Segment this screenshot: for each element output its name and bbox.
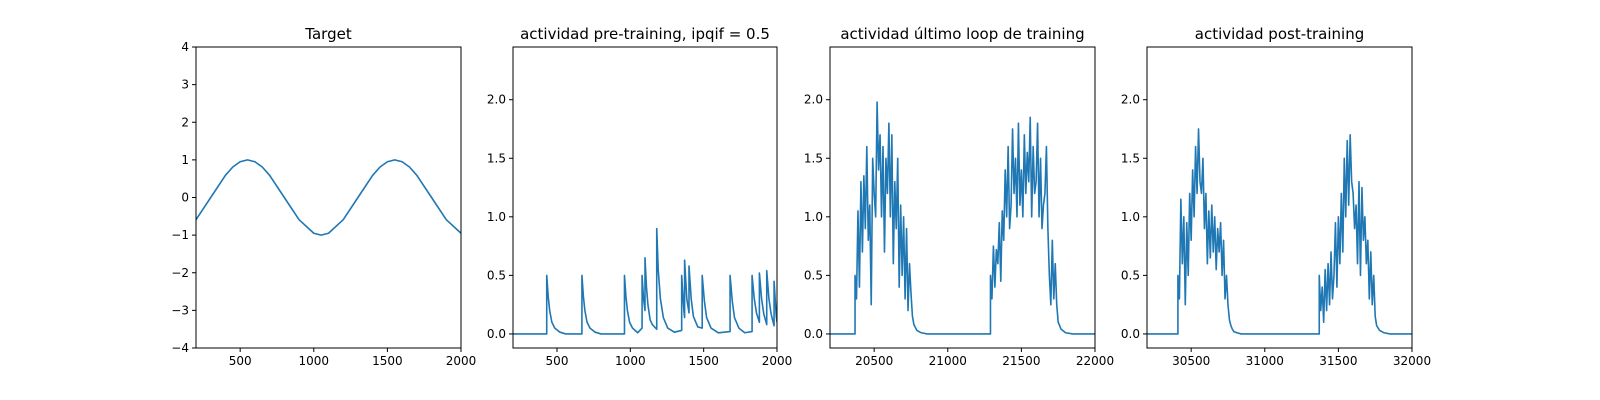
x-tick-label: 30500 [1172,354,1210,368]
y-tick-label: 0.5 [1121,268,1140,282]
axes-frame [512,46,778,349]
x-tick-label: 1000 [615,354,646,368]
y-tick-label: −1 [171,228,189,242]
chart-title: actividad último loop de training [840,25,1084,43]
y-tick-label: 0.0 [1121,327,1140,341]
y-tick-label: 1 [181,153,189,167]
x-tick-label: 22000 [1076,354,1114,368]
x-tick-label: 1500 [372,354,403,368]
y-tick-label: 1.0 [1121,210,1140,224]
y-tick-label: 1.5 [1121,151,1140,165]
axes-frame [829,46,1096,349]
x-tick-label: 31500 [1319,354,1357,368]
y-tick-label: 3 [181,78,189,92]
y-tick-label: 0.5 [487,268,506,282]
subplot-target: Target 500 1000 1500 2000 −4 −3 −2 −1 0 1 2 3 4 [171,25,476,368]
chart-title: actividad pre-training, ipqif = 0.5 [520,25,770,43]
y-tick-label: 0.0 [487,327,506,341]
subplot-post-training: actividad post-training 30500 31000 31500 32… [1121,25,1431,368]
y-tick-label: 1.5 [804,151,823,165]
x-tick-label: 2000 [762,354,793,368]
y-tick-label: 0 [181,191,189,205]
x-tick-label: 21000 [929,354,967,368]
series-line [196,159,461,236]
y-tick-label: 1.0 [804,210,823,224]
y-tick-label: −2 [171,266,189,280]
y-tick-label: −4 [171,341,189,355]
y-tick-label: −3 [171,303,189,317]
y-tick-label: 0.0 [804,327,823,341]
series-line [513,227,777,335]
y-tick-label: 2.0 [1121,93,1140,107]
subplot-last-training-loop: actividad último loop de training 20500 21… [804,25,1114,368]
y-tick-label: 4 [181,40,189,54]
y-tick-label: 0.5 [804,268,823,282]
series-line [830,101,1095,335]
x-tick-label: 1500 [688,354,719,368]
x-tick-label: 20500 [855,354,893,368]
y-tick-label: 1.0 [487,210,506,224]
x-tick-label: 500 [546,354,569,368]
x-tick-label: 2000 [446,354,477,368]
axes-frame [1146,46,1413,349]
y-tick-label: 2 [181,115,189,129]
x-tick-label: 21500 [1002,354,1040,368]
axes-frame [195,46,462,349]
x-tick-label: 31000 [1246,354,1284,368]
chart-title: Target [304,25,352,43]
series-line [1147,128,1412,335]
y-tick-label: 1.5 [487,151,506,165]
x-tick-label: 1000 [299,354,330,368]
x-tick-label: 32000 [1393,354,1431,368]
y-tick-label: 2.0 [804,93,823,107]
chart-title: actividad post-training [1195,25,1364,43]
x-tick-label: 500 [229,354,252,368]
y-tick-label: 2.0 [487,93,506,107]
subplot-pre-training: actividad pre-training, ipqif = 0.5 500 10… [487,25,792,368]
